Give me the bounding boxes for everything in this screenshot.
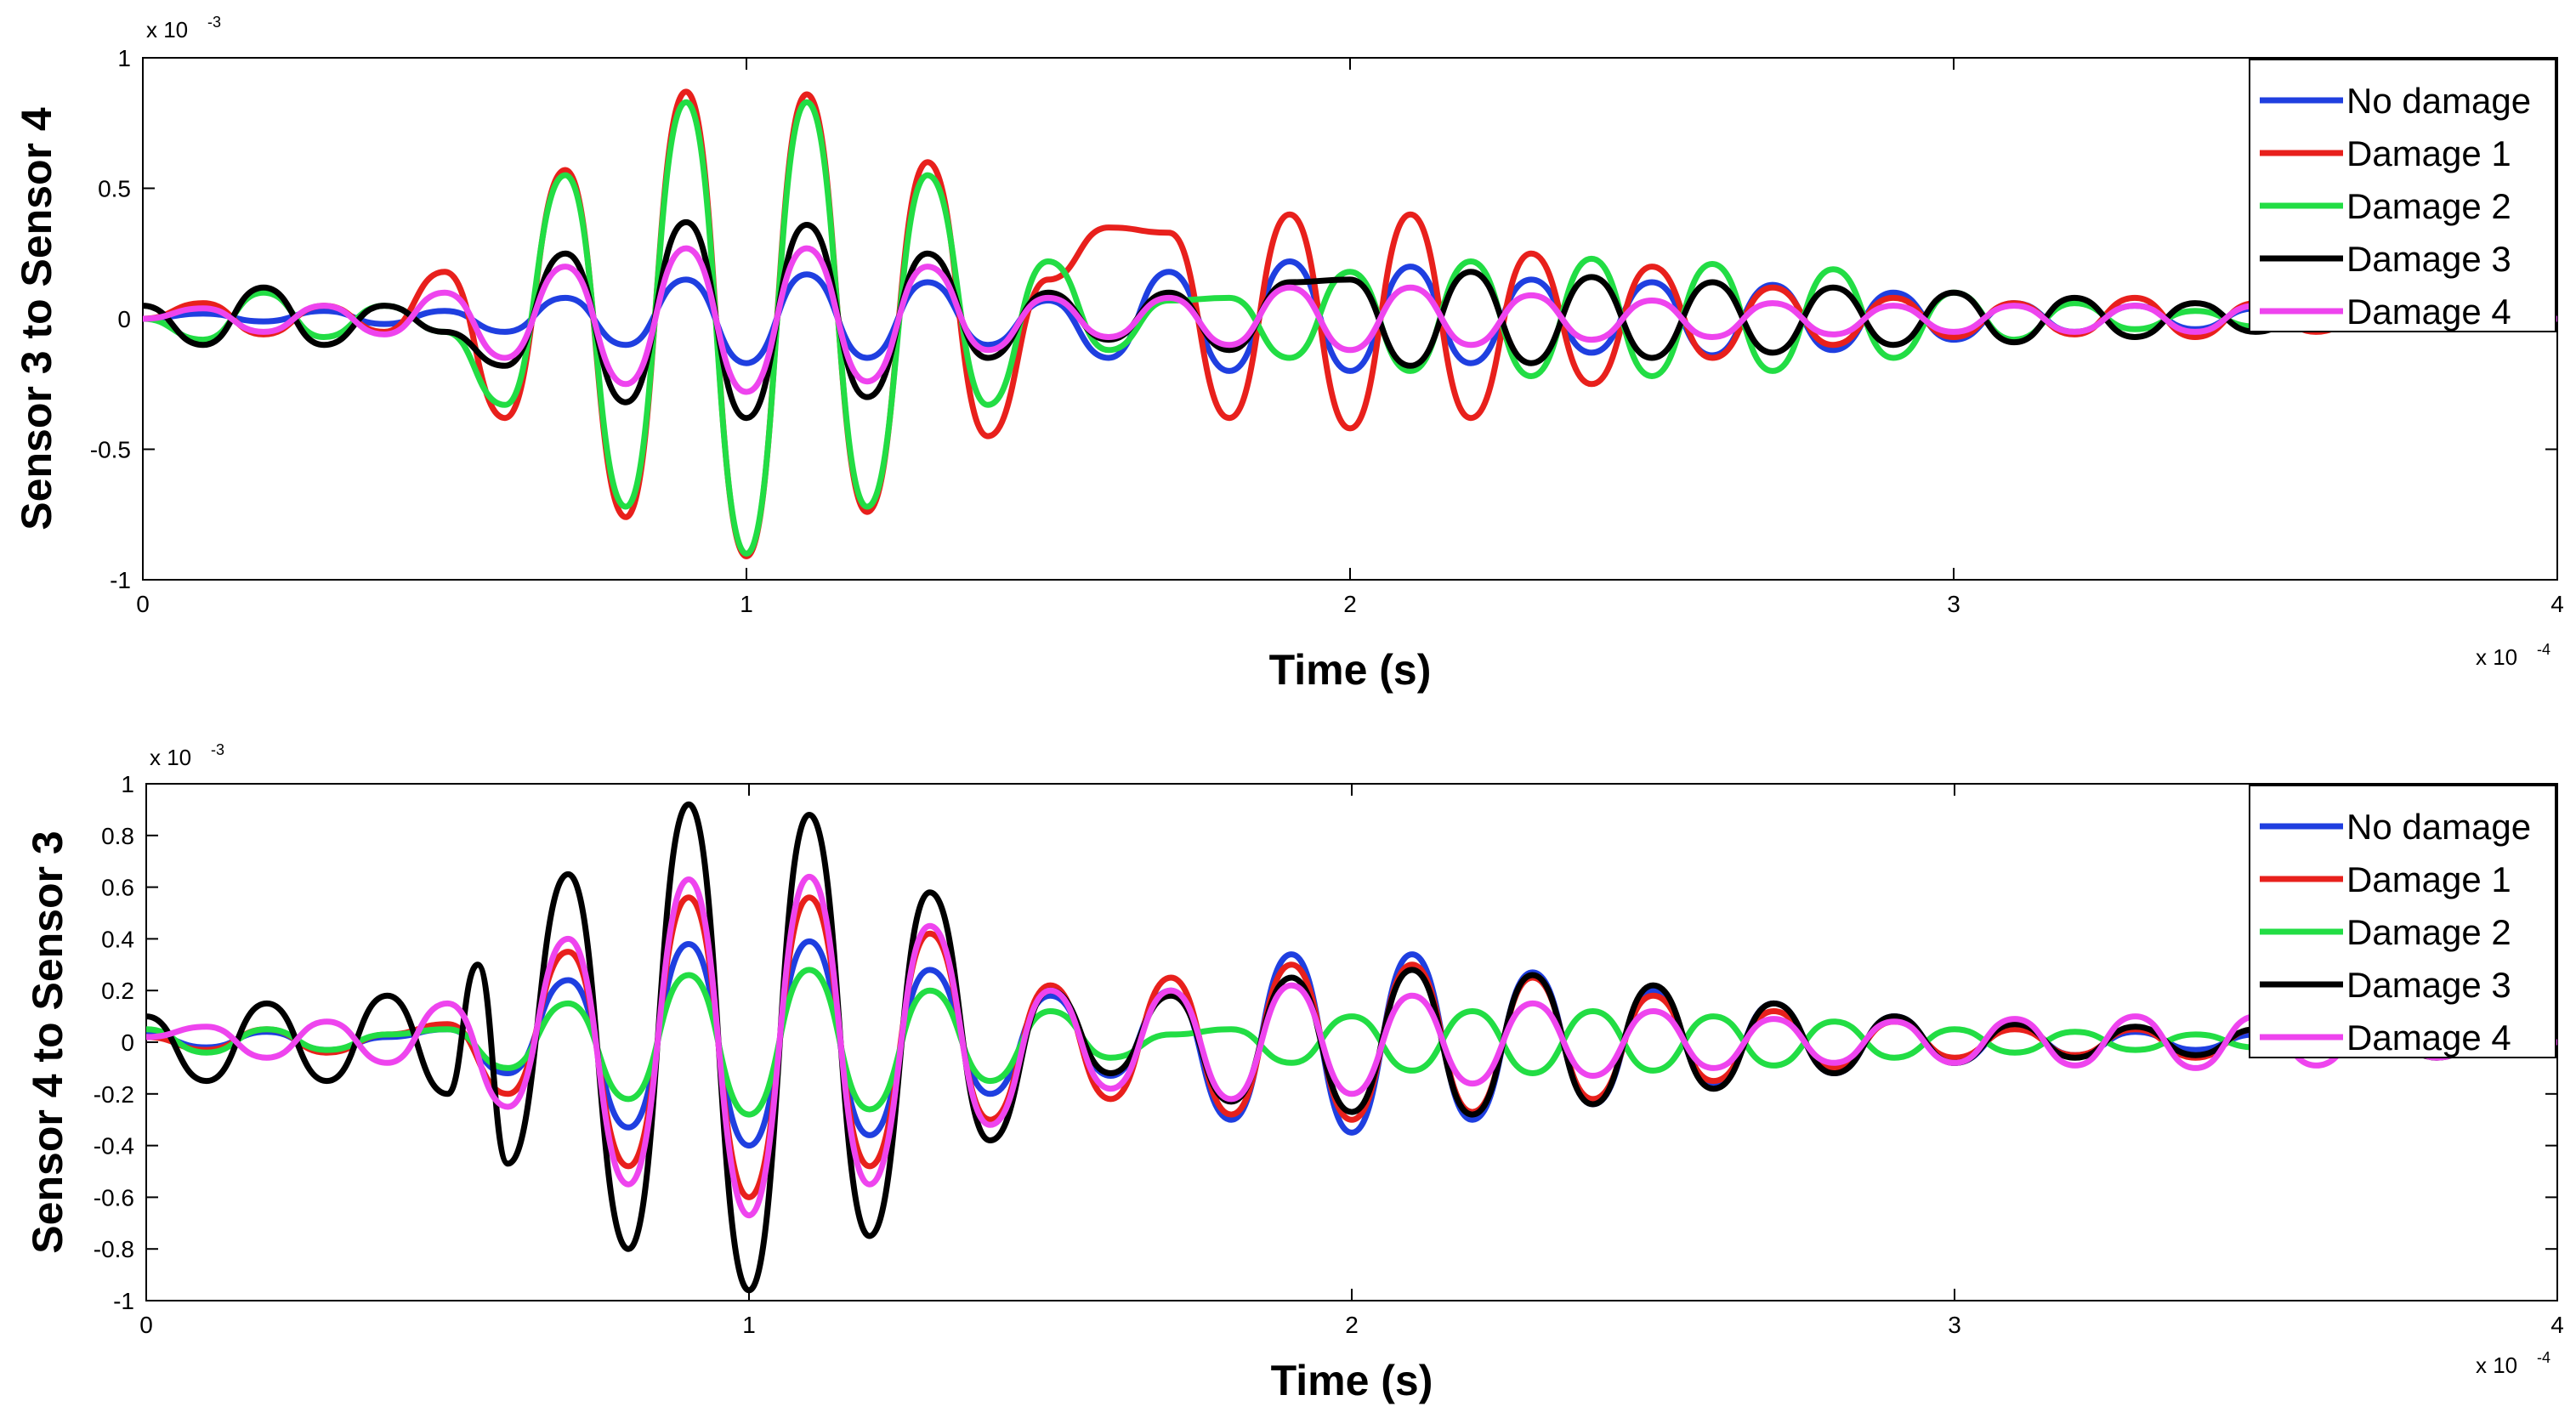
plot-area [142,57,2558,581]
legend-label-5: Damage 4 [2346,292,2511,332]
x-tick-label: 3 [1948,1312,1961,1338]
x-tick-label: 2 [1343,591,1357,617]
x-exponent-value: -4 [2537,1349,2550,1366]
legend-box [2249,59,2556,332]
y-tick-label: -0.5 [90,437,131,463]
y-axis-label: Sensor 3 to Sensor 4 [13,107,60,530]
x-tick-label: 3 [1947,591,1960,617]
x-tick-label: 4 [2550,1312,2564,1338]
legend-label-5: Damage 4 [2346,1018,2511,1058]
x-tick-label: 1 [742,1312,756,1338]
legend-label-4: Damage 3 [2346,239,2511,279]
y-exponent-value: -3 [211,741,224,758]
y-tick-label: -0.8 [94,1236,134,1262]
x-exponent-label: x 10 [2476,644,2517,670]
legend-label-1: No damage [2346,807,2531,847]
legend-box [2249,785,2556,1058]
y-exponent-value: -3 [207,14,221,31]
y-exponent-label: x 10 [150,745,191,770]
chart-panel-2: 0 1 2 3 4 -1 -0.8 -0.6 -0.4 -0.2 0 0.2 0.4 0.6 0.8 1 Tim… [24,741,2564,1404]
x-tick-label: 2 [1345,1312,1359,1338]
legend: No damage Damage 1 Damage 2 Damage 3 Damage … [2249,59,2556,332]
x-exponent-label: x 10 [2476,1352,2517,1378]
x-tick-label: 0 [136,591,150,617]
y-axis-label: Sensor 4 to Sensor 3 [24,831,71,1253]
y-tick-label: 0.8 [101,823,134,849]
series-group [146,801,2557,1294]
y-tick-label: 0.2 [101,978,134,1004]
y-tick-label: 1 [117,45,131,71]
y-tick-label: 1 [121,771,134,797]
legend-label-3: Damage 2 [2346,912,2511,952]
series-group [143,88,2557,559]
legend: No damage Damage 1 Damage 2 Damage 3 Damage … [2249,785,2556,1058]
y-tick-label: -0.4 [94,1133,134,1160]
legend-label-2: Damage 1 [2346,133,2511,173]
legend-label-3: Damage 2 [2346,186,2511,226]
y-tick-label: 0 [121,1029,134,1056]
y-tick-label: 0.5 [98,176,131,202]
y-tick-label: -1 [113,1288,134,1314]
x-tick-label: 0 [139,1312,153,1338]
y-exponent-label: x 10 [146,17,188,43]
x-exponent-value: -4 [2537,641,2550,658]
legend-label-1: No damage [2346,81,2531,121]
y-tick-label: 0.6 [101,875,134,901]
x-axis-label: Time (s) [1271,1357,1433,1404]
series-line-5 [143,245,2557,395]
y-tick-label: 0.4 [101,926,134,952]
series-line-3 [146,967,2557,1118]
series-line-5 [146,873,2557,1219]
chart-panel-1: 0 1 2 3 4 -1 -0.5 0 0.5 1 Time (s) Sensor 3 to Sens… [13,14,2564,694]
y-tick-label: -1 [110,567,131,593]
series-line-4 [146,801,2557,1294]
y-tick-label: -0.2 [94,1081,134,1108]
x-tick-label: 4 [2550,591,2564,617]
y-tick-label: -0.6 [94,1184,134,1211]
legend-label-4: Damage 3 [2346,965,2511,1005]
legend-label-2: Damage 1 [2346,859,2511,899]
x-axis-label: Time (s) [1269,646,1432,694]
plot-area [145,783,2558,1301]
y-tick-label: 0 [117,306,131,332]
x-tick-label: 1 [740,591,753,617]
